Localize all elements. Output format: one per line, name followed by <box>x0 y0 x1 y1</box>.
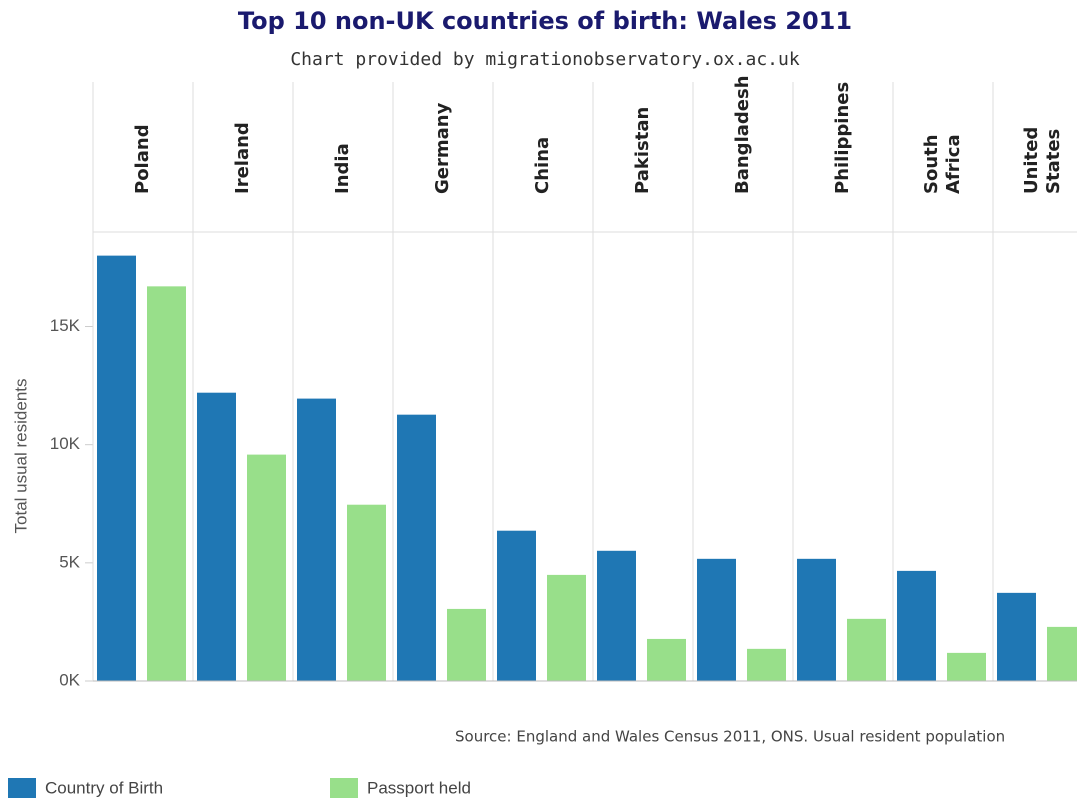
bar <box>847 618 886 681</box>
category-label: Germany <box>432 102 453 194</box>
y-tick-label: 10K <box>50 434 81 453</box>
category-label: South Africa <box>921 134 964 194</box>
bar <box>747 648 786 681</box>
category-label: Ireland <box>232 122 253 194</box>
legend-label: Passport held <box>367 778 471 797</box>
y-tick-label: 15K <box>50 316 81 335</box>
bar <box>247 454 286 681</box>
category-label: Pakistan <box>632 106 653 194</box>
bar <box>697 558 736 681</box>
bar <box>197 392 236 681</box>
bar <box>147 286 186 681</box>
bar <box>597 550 636 681</box>
category-label: China <box>532 136 553 194</box>
legend-swatch <box>8 778 36 798</box>
bar <box>897 570 936 681</box>
chart-title: Top 10 non-UK countries of birth: Wales … <box>238 7 852 35</box>
category-label: India <box>332 143 353 194</box>
bar <box>397 414 436 681</box>
y-tick-label: 0K <box>59 670 80 689</box>
category-label: Bangladesh <box>732 75 753 194</box>
y-tick-label: 5K <box>59 552 80 571</box>
bar <box>797 558 836 681</box>
chart-subtitle: Chart provided by migrationobservatory.o… <box>290 49 799 70</box>
category-label: Philippines <box>832 81 853 194</box>
legend-label: Country of Birth <box>45 778 163 797</box>
legend-swatch <box>330 778 358 798</box>
bar <box>97 255 136 681</box>
bar <box>947 652 986 681</box>
bar <box>497 530 536 681</box>
bar <box>347 504 386 681</box>
bar <box>297 398 336 681</box>
bar <box>997 592 1036 681</box>
y-axis-label: Total usual residents <box>11 379 30 534</box>
bar <box>547 574 586 681</box>
bar <box>1047 626 1077 681</box>
source-note: Source: England and Wales Census 2011, O… <box>455 728 1005 746</box>
category-label: Poland <box>132 124 153 194</box>
bar <box>647 638 686 681</box>
category-label: United States <box>1021 126 1064 194</box>
bar <box>447 608 486 681</box>
